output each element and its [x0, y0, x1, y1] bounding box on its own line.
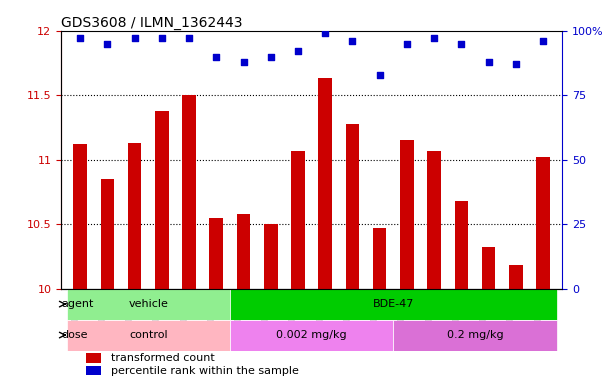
Bar: [61, 289, 562, 353]
Point: [538, 38, 548, 44]
Text: agent: agent: [62, 299, 94, 309]
Point: [348, 38, 357, 44]
Point: [157, 35, 167, 41]
Point: [293, 48, 303, 55]
Text: GDS3608 / ILMN_1362443: GDS3608 / ILMN_1362443: [61, 16, 243, 30]
Bar: [86, 366, 101, 375]
Point: [130, 35, 139, 41]
FancyBboxPatch shape: [230, 319, 393, 351]
Point: [375, 71, 384, 78]
Text: 0.002 mg/kg: 0.002 mg/kg: [276, 330, 347, 340]
Point: [511, 61, 521, 67]
Bar: [427, 151, 441, 289]
Bar: [509, 265, 522, 289]
FancyBboxPatch shape: [393, 319, 557, 351]
Bar: [482, 247, 496, 289]
Point: [211, 53, 221, 60]
Point: [430, 35, 439, 41]
Bar: [346, 124, 359, 289]
Bar: [86, 353, 101, 363]
Bar: [128, 143, 141, 289]
Bar: [400, 140, 414, 289]
Bar: [291, 151, 305, 289]
Bar: [155, 111, 169, 289]
FancyBboxPatch shape: [230, 289, 557, 319]
Point: [103, 41, 112, 47]
Point: [484, 59, 494, 65]
Bar: [73, 144, 87, 289]
Point: [456, 41, 466, 47]
Bar: [318, 78, 332, 289]
Bar: [236, 214, 251, 289]
Text: BDE-47: BDE-47: [373, 299, 414, 309]
Point: [402, 41, 412, 47]
Bar: [210, 218, 223, 289]
Bar: [182, 95, 196, 289]
Point: [320, 30, 330, 36]
Point: [239, 59, 249, 65]
Point: [266, 53, 276, 60]
Text: transformed count: transformed count: [111, 353, 215, 363]
Text: control: control: [129, 330, 167, 340]
Text: percentile rank within the sample: percentile rank within the sample: [111, 366, 299, 376]
Bar: [536, 157, 550, 289]
Text: dose: dose: [62, 330, 88, 340]
Text: vehicle: vehicle: [128, 299, 168, 309]
Bar: [455, 201, 468, 289]
Point: [184, 35, 194, 41]
Bar: [373, 228, 387, 289]
Bar: [264, 224, 277, 289]
Text: 0.2 mg/kg: 0.2 mg/kg: [447, 330, 503, 340]
Point: [75, 35, 85, 41]
FancyBboxPatch shape: [67, 289, 230, 319]
Bar: [101, 179, 114, 289]
FancyBboxPatch shape: [67, 319, 230, 351]
